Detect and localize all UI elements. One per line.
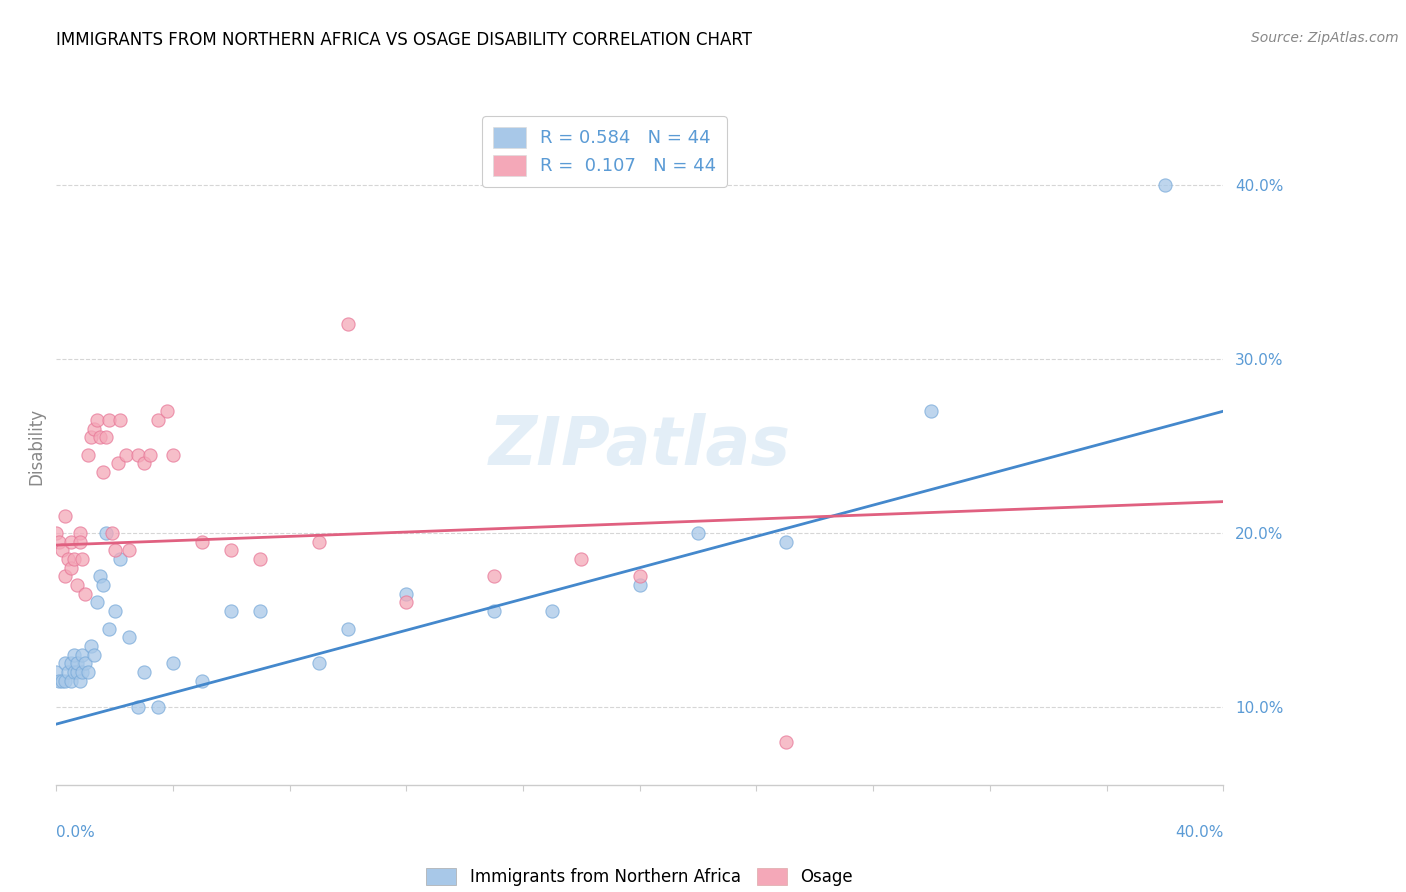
Point <box>45 665 67 679</box>
Point <box>51 673 73 688</box>
Point <box>482 604 505 618</box>
Point <box>91 578 114 592</box>
Point <box>191 534 214 549</box>
Point <box>337 622 360 636</box>
Point <box>53 673 76 688</box>
Point <box>775 734 797 748</box>
Point <box>395 587 418 601</box>
Point <box>62 552 84 566</box>
Point <box>191 673 214 688</box>
Point <box>97 622 120 636</box>
Point <box>107 456 129 470</box>
Point <box>77 665 100 679</box>
Point <box>127 448 149 462</box>
Point <box>72 665 94 679</box>
Point <box>75 587 97 601</box>
Point <box>249 552 271 566</box>
Point <box>75 657 97 671</box>
Point <box>162 657 184 671</box>
Point <box>571 552 593 566</box>
Point <box>89 569 111 583</box>
Point <box>59 673 82 688</box>
Text: 0.0%: 0.0% <box>56 825 96 840</box>
Point <box>110 413 132 427</box>
Point <box>686 525 709 540</box>
Point <box>219 543 242 558</box>
Point <box>775 534 797 549</box>
Point <box>69 534 91 549</box>
Point <box>66 665 89 679</box>
Text: Source: ZipAtlas.com: Source: ZipAtlas.com <box>1251 31 1399 45</box>
Point <box>249 604 271 618</box>
Point <box>100 525 122 540</box>
Point <box>132 456 155 470</box>
Point <box>118 543 141 558</box>
Point <box>162 448 184 462</box>
Point <box>541 604 564 618</box>
Point <box>97 413 120 427</box>
Y-axis label: Disability: Disability <box>27 408 45 484</box>
Point <box>53 508 76 523</box>
Point <box>628 578 651 592</box>
Text: 40.0%: 40.0% <box>1175 825 1223 840</box>
Text: IMMIGRANTS FROM NORTHERN AFRICA VS OSAGE DISABILITY CORRELATION CHART: IMMIGRANTS FROM NORTHERN AFRICA VS OSAGE… <box>56 31 752 49</box>
Point <box>59 560 82 574</box>
Point <box>48 673 70 688</box>
Point <box>59 534 82 549</box>
Point <box>104 543 127 558</box>
Point <box>138 448 160 462</box>
Point <box>62 665 84 679</box>
Point <box>482 569 505 583</box>
Point <box>45 525 67 540</box>
Point <box>156 404 179 418</box>
Point <box>110 552 132 566</box>
Point <box>91 465 114 479</box>
Point <box>148 699 170 714</box>
Point <box>59 657 82 671</box>
Point <box>219 604 242 618</box>
Point <box>89 430 111 444</box>
Point <box>308 657 330 671</box>
Point <box>115 448 138 462</box>
Point <box>94 430 117 444</box>
Point <box>337 318 360 332</box>
Point <box>62 648 84 662</box>
Point <box>628 569 651 583</box>
Point <box>83 422 105 436</box>
Point <box>83 648 105 662</box>
Point <box>86 595 108 609</box>
Point <box>80 639 103 653</box>
Point <box>56 665 79 679</box>
Point <box>80 430 103 444</box>
Point <box>69 673 91 688</box>
Point <box>66 578 89 592</box>
Point <box>148 413 170 427</box>
Point <box>94 525 117 540</box>
Point <box>72 552 94 566</box>
Point <box>53 657 76 671</box>
Point <box>53 569 76 583</box>
Point <box>66 657 89 671</box>
Point <box>56 552 79 566</box>
Point <box>77 448 100 462</box>
Point <box>69 525 91 540</box>
Point <box>395 595 418 609</box>
Point <box>48 534 70 549</box>
Point <box>308 534 330 549</box>
Legend: Immigrants from Northern Africa, Osage: Immigrants from Northern Africa, Osage <box>419 861 860 892</box>
Point <box>127 699 149 714</box>
Point <box>104 604 127 618</box>
Point <box>132 665 155 679</box>
Point <box>118 630 141 644</box>
Point <box>51 543 73 558</box>
Point <box>72 648 94 662</box>
Point <box>1153 178 1175 193</box>
Point <box>920 404 942 418</box>
Point <box>86 413 108 427</box>
Text: ZIPatlas: ZIPatlas <box>489 413 790 479</box>
